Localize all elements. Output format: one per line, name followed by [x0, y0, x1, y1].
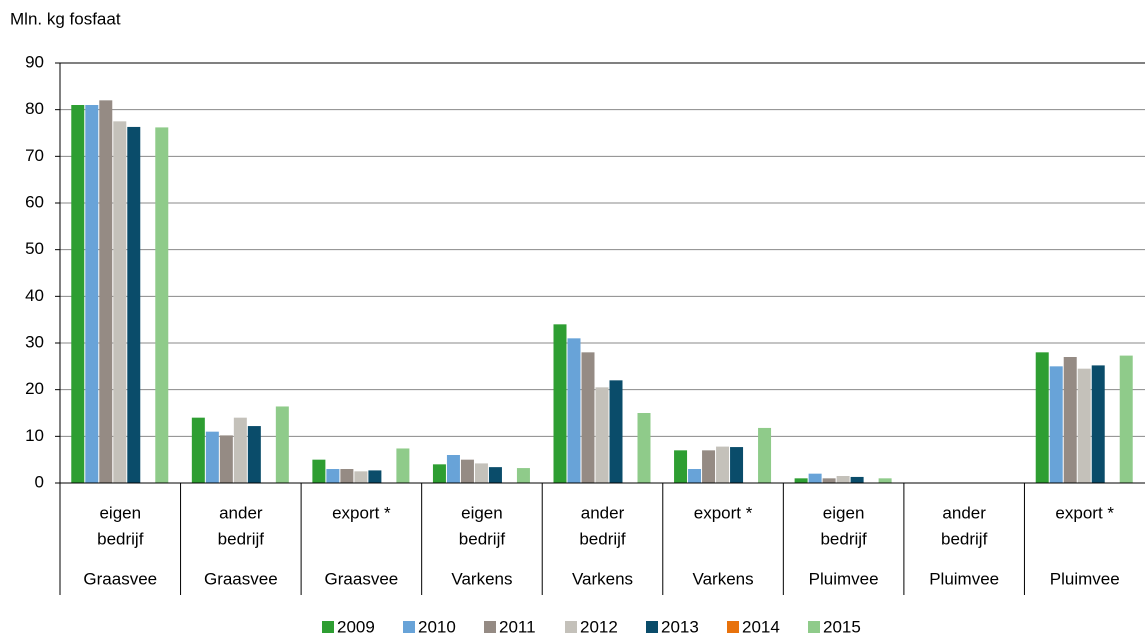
bar: [716, 446, 730, 483]
x-group-label: Varkens: [451, 569, 512, 588]
bar: [432, 464, 446, 483]
bar: [85, 105, 99, 483]
x-tick-label: eigen: [823, 503, 865, 522]
bar: [233, 417, 247, 483]
legend-swatch: [484, 621, 496, 633]
bar: [553, 324, 567, 483]
bar: [637, 413, 651, 483]
bar: [488, 467, 502, 483]
bar: [758, 427, 772, 483]
bar: [71, 105, 85, 483]
bar: [702, 450, 716, 483]
bar: [794, 478, 808, 483]
bar: [730, 447, 744, 483]
bar: [191, 417, 205, 483]
bar: [312, 459, 326, 483]
x-tick-label: export *: [332, 503, 391, 522]
bar: [1091, 365, 1105, 483]
y-tick-label: 60: [25, 192, 44, 211]
x-group-label: Graasvee: [325, 569, 399, 588]
x-tick-label: bedrijf: [459, 529, 506, 548]
bar: [1063, 357, 1077, 483]
bar: [878, 478, 892, 483]
legend-label: 2011: [499, 617, 536, 636]
legend-label: 2010: [418, 617, 456, 636]
y-tick-label: 20: [25, 379, 44, 398]
bar: [822, 478, 836, 483]
bar: [354, 471, 368, 483]
bar: [1119, 355, 1133, 483]
bar: [516, 468, 530, 483]
x-group-label: Varkens: [572, 569, 633, 588]
x-tick-label: bedrijf: [941, 529, 988, 548]
x-tick-label: ander: [219, 503, 263, 522]
bar: [340, 469, 354, 483]
bar: [205, 431, 219, 483]
bar: [247, 426, 261, 483]
x-tick-label: export *: [1055, 503, 1114, 522]
bar: [1049, 366, 1063, 483]
bar: [446, 455, 460, 483]
bar: [275, 406, 289, 483]
bar: [581, 352, 595, 483]
legend-label: 2015: [823, 617, 861, 636]
bar: [595, 387, 609, 483]
legend-swatch: [403, 621, 415, 633]
bar: [609, 380, 623, 483]
x-tick-label: ander: [581, 503, 625, 522]
y-tick-label: 90: [25, 52, 44, 71]
bar: [326, 469, 340, 483]
x-group-label: Pluimvee: [929, 569, 999, 588]
bar: [219, 435, 233, 483]
bar: [1035, 352, 1049, 483]
x-group-label: Varkens: [693, 569, 754, 588]
bar: [567, 338, 581, 483]
bar: [850, 476, 864, 483]
x-group-label: Graasvee: [204, 569, 278, 588]
bar: [674, 450, 688, 483]
bar: [688, 469, 702, 483]
bar: [460, 459, 474, 483]
x-tick-label: eigen: [461, 503, 503, 522]
x-group-label: Pluimvee: [1050, 569, 1120, 588]
y-tick-label: 30: [25, 332, 44, 351]
x-tick-label: ander: [942, 503, 986, 522]
bar: [808, 473, 822, 483]
y-tick-label: 0: [35, 472, 44, 491]
legend-swatch: [565, 621, 577, 633]
bar: [474, 463, 488, 483]
y-tick-label: 40: [25, 286, 44, 305]
bar: [1077, 368, 1091, 483]
legend-swatch: [646, 621, 658, 633]
legend-label: 2014: [742, 617, 780, 636]
y-tick-label: 80: [25, 99, 44, 118]
legend-swatch: [322, 621, 334, 633]
y-tick-label: 70: [25, 146, 44, 165]
x-group-label: Graasvee: [83, 569, 157, 588]
bar: [99, 100, 113, 483]
bar: [836, 476, 850, 483]
bar: [127, 126, 141, 483]
y-tick-label: 10: [25, 426, 44, 445]
y-tick-label: 50: [25, 239, 44, 258]
x-tick-label: bedrijf: [579, 529, 626, 548]
x-tick-label: eigen: [99, 503, 141, 522]
bar: [396, 448, 410, 483]
legend-label: 2013: [661, 617, 699, 636]
x-tick-label: bedrijf: [820, 529, 867, 548]
x-group-label: Pluimvee: [809, 569, 879, 588]
x-tick-label: export *: [694, 503, 753, 522]
legend-swatch: [808, 621, 820, 633]
y-axis-title: Mln. kg fosfaat: [10, 9, 121, 28]
legend-label: 2009: [337, 617, 375, 636]
legend-swatch: [727, 621, 739, 633]
bar: [155, 127, 169, 484]
bar: [368, 470, 382, 483]
bar: [113, 121, 127, 483]
x-tick-label: bedrijf: [218, 529, 265, 548]
x-tick-label: bedrijf: [97, 529, 144, 548]
legend-label: 2012: [580, 617, 618, 636]
